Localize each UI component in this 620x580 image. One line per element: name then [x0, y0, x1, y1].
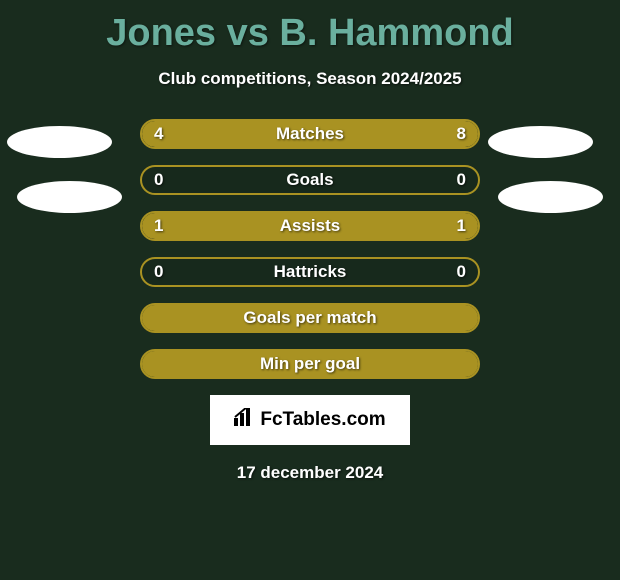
stats-container: 4Matches80Goals01Assists10Hattricks0Goal… — [140, 119, 480, 379]
stat-row-goals: 0Goals0 — [140, 165, 480, 195]
stat-label: Goals per match — [142, 308, 478, 328]
stat-label: Min per goal — [142, 354, 478, 374]
stat-row-min-per-goal: Min per goal — [140, 349, 480, 379]
stat-value-right: 0 — [457, 170, 466, 190]
branding-box: FcTables.com — [210, 395, 410, 445]
date-label: 17 december 2024 — [0, 463, 620, 483]
branding-text: FcTables.com — [260, 409, 385, 431]
stat-value-right: 1 — [457, 216, 466, 236]
avatar-placeholder-right-2 — [498, 181, 603, 213]
avatar-placeholder-left-1 — [7, 126, 112, 158]
stat-value-right: 8 — [457, 124, 466, 144]
content-area: 4Matches80Goals01Assists10Hattricks0Goal… — [0, 119, 620, 483]
stat-label: Hattricks — [142, 262, 478, 282]
stat-row-goals-per-match: Goals per match — [140, 303, 480, 333]
avatar-placeholder-right-1 — [488, 126, 593, 158]
stat-label: Matches — [142, 124, 478, 144]
comparison-title: Jones vs B. Hammond — [0, 0, 620, 55]
stat-row-matches: 4Matches8 — [140, 119, 480, 149]
comparison-subtitle: Club competitions, Season 2024/2025 — [0, 69, 620, 89]
stat-label: Goals — [142, 170, 478, 190]
avatar-placeholder-left-2 — [17, 181, 122, 213]
stat-row-assists: 1Assists1 — [140, 211, 480, 241]
stat-row-hattricks: 0Hattricks0 — [140, 257, 480, 287]
branding-chart-icon — [234, 408, 256, 432]
stat-label: Assists — [142, 216, 478, 236]
stat-value-right: 0 — [457, 262, 466, 282]
